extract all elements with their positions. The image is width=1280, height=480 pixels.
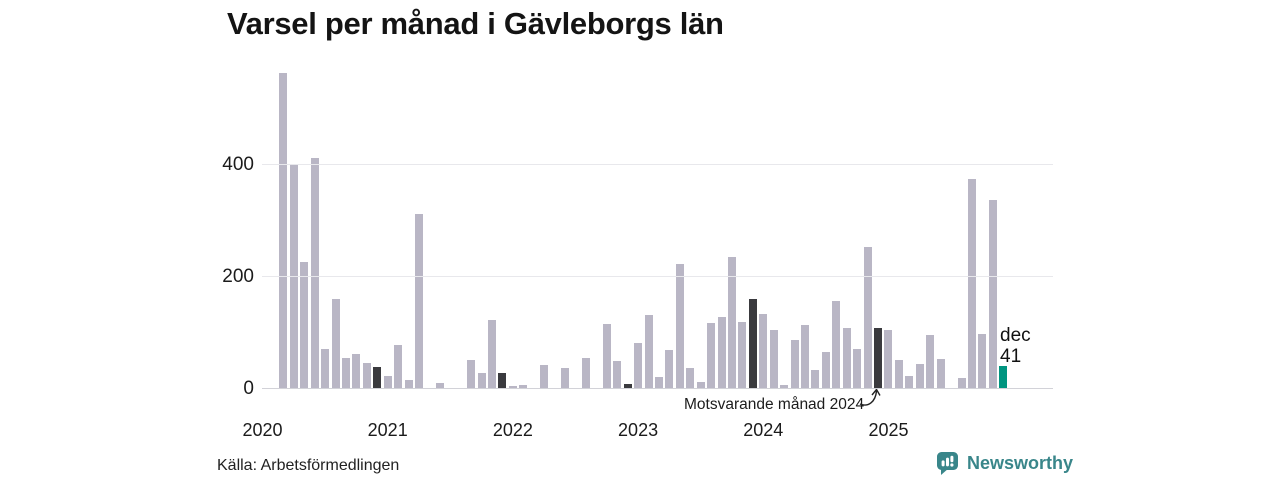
bar-2024-12 — [874, 328, 883, 389]
bar-2025-11 — [988, 200, 997, 389]
bar-2021-11 — [488, 319, 497, 389]
latest-value-label: dec 41 — [1000, 325, 1031, 367]
bar-2024-06 — [811, 370, 820, 389]
bar-2022-10 — [602, 324, 611, 389]
bar-2023-12 — [748, 298, 757, 389]
gridline-y400 — [262, 164, 1053, 166]
bar-2020-12 — [373, 366, 382, 389]
bar-2021-02 — [394, 344, 403, 389]
bar-2020-09 — [341, 358, 350, 389]
bar-2020-08 — [331, 298, 340, 389]
y-axis-tick-label: 0 — [243, 377, 254, 399]
bar-2025-08 — [957, 377, 966, 389]
bar-2021-09 — [467, 359, 476, 389]
gridline-y0 — [262, 388, 1053, 389]
bar-2022-06 — [561, 368, 570, 389]
bar-2021-10 — [477, 372, 486, 389]
bar-2022-04 — [540, 365, 549, 389]
bar-2025-04 — [915, 363, 924, 389]
bar-2024-02 — [769, 330, 778, 389]
comparison-annotation: Motsvarande månad 2024 — [684, 396, 865, 413]
x-axis-tick-label-2021: 2021 — [367, 420, 408, 440]
latest-value: 41 — [1000, 346, 1022, 367]
bar-2024-04 — [790, 340, 799, 389]
bar-2025-12 — [999, 365, 1008, 389]
bar-2024-03 — [780, 385, 789, 389]
annotation-arrow-icon — [859, 388, 881, 406]
bar-2023-04 — [665, 349, 674, 389]
bar-2024-09 — [842, 328, 851, 389]
bar-2021-01 — [383, 376, 392, 389]
bar-2024-10 — [853, 348, 862, 389]
bar-2024-05 — [801, 324, 810, 389]
bar-chart-speech-bubble-icon — [937, 452, 958, 475]
latest-month-label: dec — [1000, 325, 1031, 346]
brand-name: Newsworthy — [967, 453, 1074, 473]
x-axis-tick-label-2020: 2020 — [242, 420, 283, 440]
bar-2020-07 — [321, 348, 330, 389]
x-axis-tick-label-2023: 2023 — [618, 420, 659, 440]
bar-2020-03 — [279, 72, 288, 389]
bar-2024-08 — [832, 301, 841, 389]
bar-2022-12 — [623, 384, 632, 389]
bar-2020-11 — [362, 363, 371, 389]
bar-2025-01 — [884, 329, 893, 389]
bar-2023-02 — [644, 315, 653, 389]
bar-2020-06 — [310, 157, 319, 389]
bar-2024-01 — [759, 313, 768, 389]
bar-2021-04 — [414, 213, 423, 389]
bar-2021-06 — [435, 383, 444, 389]
bar-2024-07 — [821, 351, 830, 389]
x-axis-tick-label-2025: 2025 — [868, 420, 909, 440]
brand-logo: Newsworthy — [936, 451, 1073, 476]
bar-2025-06 — [936, 358, 945, 389]
bar-2023-10 — [727, 256, 736, 389]
bar-2021-03 — [404, 379, 413, 389]
y-axis-tick-label: 200 — [222, 265, 254, 287]
bar-2023-03 — [654, 376, 663, 389]
bar-2024-11 — [863, 247, 872, 389]
bar-2025-03 — [905, 375, 914, 389]
bar-2023-01 — [634, 342, 643, 389]
bar-2025-09 — [967, 178, 976, 389]
bar-2025-02 — [894, 359, 903, 389]
y-axis-tick-label: 400 — [222, 153, 254, 175]
bar-2022-02 — [519, 384, 528, 389]
x-axis-tick-label-2024: 2024 — [743, 420, 784, 440]
bar-2020-05 — [300, 261, 309, 389]
x-axis-tick-label-2022: 2022 — [492, 420, 533, 440]
bar-2020-10 — [352, 354, 361, 389]
bar-2023-09 — [717, 316, 726, 389]
bar-2022-11 — [613, 361, 622, 389]
bar-2023-07 — [696, 381, 705, 389]
chart-title: Varsel per månad i Gävleborgs län — [227, 6, 724, 41]
bar-2023-08 — [707, 323, 716, 389]
bar-2022-08 — [581, 358, 590, 389]
bar-2025-10 — [978, 334, 987, 389]
bar-2023-06 — [686, 368, 695, 389]
gridline-y200 — [262, 276, 1053, 278]
bar-2023-11 — [738, 321, 747, 389]
bar-2021-12 — [498, 372, 507, 389]
bar-2023-05 — [675, 264, 684, 389]
bar-2025-05 — [926, 335, 935, 389]
source-note: Källa: Arbetsförmedlingen — [217, 457, 400, 474]
bar-2022-01 — [508, 385, 517, 389]
